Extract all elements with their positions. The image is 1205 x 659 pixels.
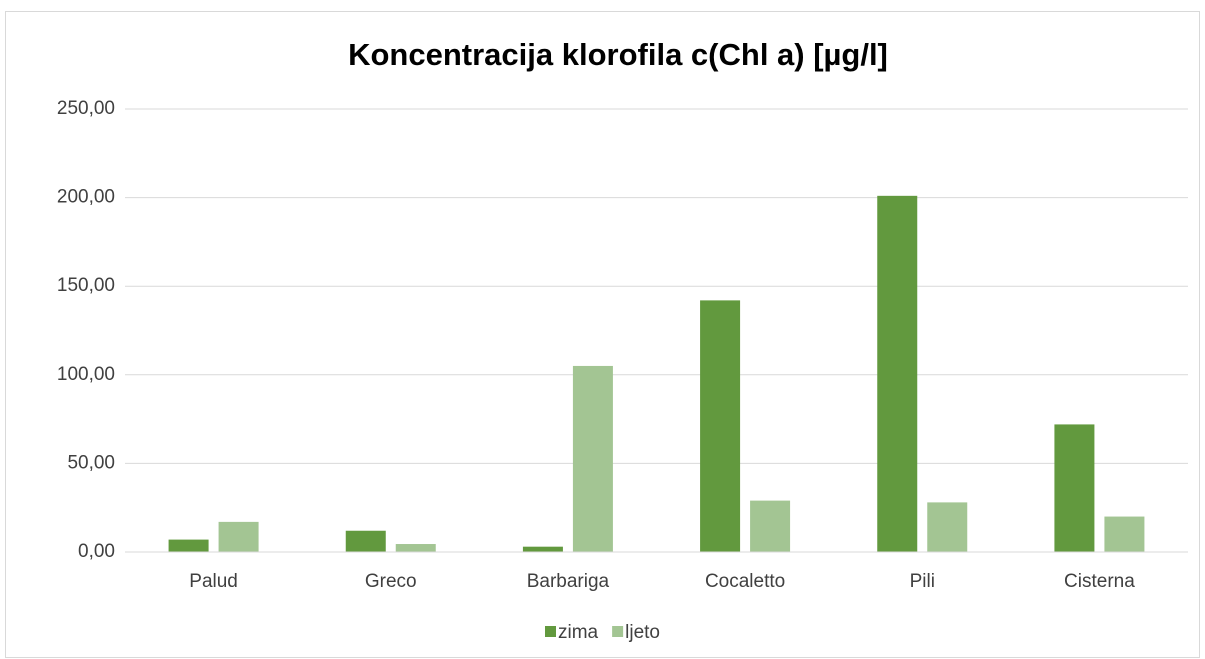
bar — [168, 539, 209, 552]
bar — [700, 300, 741, 552]
chart-frame — [5, 11, 1200, 658]
x-tick-label: Pili — [910, 571, 935, 592]
legend-label: ljeto — [625, 622, 660, 643]
y-tick-label: 0,00 — [78, 541, 115, 562]
bar — [877, 195, 918, 552]
bar — [1104, 516, 1145, 552]
x-tick-label: Cocaletto — [705, 571, 785, 592]
chart-title: Koncentracija klorofila c(Chl a) [µg/l] — [348, 37, 888, 72]
x-tick-label: Palud — [189, 571, 238, 592]
bar — [522, 546, 563, 552]
bar — [572, 365, 613, 552]
legend-swatch — [545, 626, 556, 637]
y-tick-label: 100,00 — [57, 364, 115, 385]
y-tick-label: 200,00 — [57, 187, 115, 208]
bar — [750, 500, 791, 552]
legend-swatch — [612, 626, 624, 637]
y-tick-label: 50,00 — [67, 452, 115, 473]
bar — [1054, 424, 1095, 552]
y-tick-label: 150,00 — [57, 275, 115, 296]
bar — [927, 502, 968, 552]
bar — [395, 544, 436, 552]
x-tick-label: Barbariga — [527, 571, 610, 592]
bar — [345, 530, 386, 552]
bar — [218, 521, 259, 552]
x-tick-label: Greco — [365, 571, 417, 592]
legend-label: zima — [558, 622, 599, 643]
x-tick-label: Cisterna — [1064, 571, 1135, 592]
y-tick-label: 250,00 — [57, 98, 115, 119]
